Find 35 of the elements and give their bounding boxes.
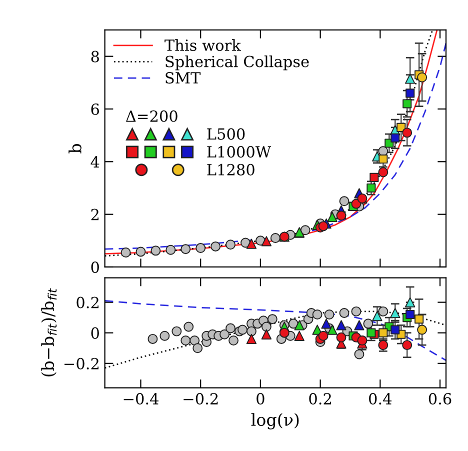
x-tick-label: −0.4	[124, 392, 159, 405]
y-axis-title: b	[68, 144, 82, 154]
legend-label: This work	[164, 39, 241, 51]
point	[327, 212, 338, 222]
point	[405, 74, 416, 84]
point	[321, 318, 332, 329]
y-tick-label: 0	[91, 327, 99, 339]
legend-title: Δ=200	[126, 110, 178, 122]
point	[390, 308, 400, 318]
point	[294, 330, 304, 341]
legend-label: L500	[207, 128, 245, 140]
y-tick-label: 0	[91, 261, 99, 274]
y-tick-label: 2	[91, 208, 98, 220]
legend-label: L1000W	[207, 146, 272, 158]
x-tick-label: −0.2	[184, 392, 218, 405]
x-tick-label: 0.2	[309, 392, 331, 405]
y-tick-label: 6	[91, 103, 100, 116]
y-tick-label: 0.2	[76, 296, 98, 308]
x-tick-label: 0	[256, 392, 264, 405]
y-axis-title: (b−b$_{fit}$)/b$_{fit}$	[41, 288, 57, 376]
point	[261, 329, 272, 340]
x-tick-label: 0.4	[369, 392, 392, 405]
point	[354, 320, 364, 330]
x-axis-title: log(ν)	[251, 413, 299, 430]
legend-label: Spherical Collapse	[166, 55, 309, 70]
y-tick-label: 8	[91, 50, 99, 62]
y-tick-label: 4	[90, 156, 100, 168]
y-tick-label: −0.2	[64, 358, 98, 370]
point	[336, 320, 346, 330]
line-series	[104, 300, 446, 362]
x-tick-label: 0.6	[428, 392, 452, 405]
point	[372, 310, 382, 322]
point	[246, 334, 257, 344]
legend-label: SMT	[166, 72, 201, 84]
legend-label: L1280	[207, 164, 254, 176]
